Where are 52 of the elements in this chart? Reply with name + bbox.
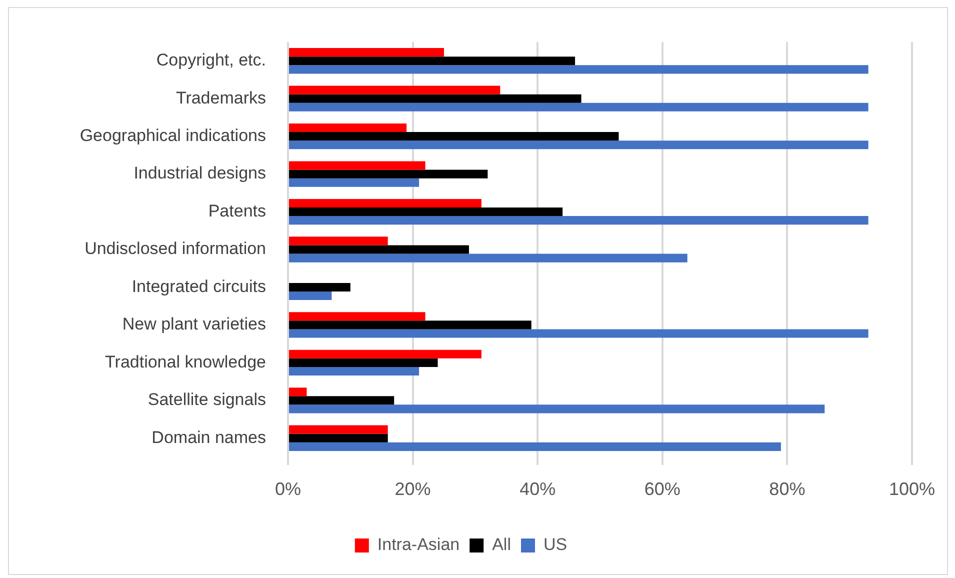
legend-label: US [543,535,568,554]
bar [289,254,688,262]
x-tick-label: 80% [769,478,806,499]
y-tick-label: Domain names [152,428,266,447]
bar [289,292,332,300]
bar [289,329,868,338]
bar [289,216,868,225]
bar [289,366,420,376]
y-tick-label: Industrial designs [134,164,266,183]
bar [289,320,532,330]
bar [289,236,388,246]
legend-label: Intra-Asian [377,535,460,554]
y-tick-label: Satellite signals [148,390,266,410]
bar [289,207,563,216]
y-tick-label: Geographical indications [80,126,266,146]
bar [289,161,426,170]
bar [289,86,500,94]
y-tick-label: Undisclosed information [84,239,266,258]
bar [289,132,619,141]
legend-label: All [492,535,512,554]
bar [289,123,407,132]
bar [289,94,582,103]
y-tick-label: Patents [208,201,266,220]
bar [289,358,438,367]
bar [289,170,488,178]
bar [289,425,388,434]
y-tick-label: Integrated circuits [132,276,266,296]
bar [289,245,469,254]
y-tick-label: Copyright, etc. [156,50,266,70]
x-tick-label: 40% [520,478,556,499]
y-tick-label: New plant varieties [122,314,266,334]
bar [289,48,444,57]
y-tick-label: Trademarks [176,88,266,108]
x-tick-label: 0% [274,478,302,499]
bar [289,442,781,451]
bar [289,56,576,66]
x-tick-label: 60% [644,478,680,499]
x-tick-label: 20% [394,478,431,499]
y-tick-label: Tradtional knowledge [105,352,266,372]
x-tick-label: 100% [888,478,936,499]
bar [289,350,482,358]
bar [289,65,868,74]
bar [289,312,426,321]
bar [289,396,394,405]
bar [289,198,482,208]
bar [289,282,350,292]
bar [289,404,825,414]
bar [289,178,420,187]
bar [289,102,868,112]
bar [289,388,307,396]
bar [289,434,388,442]
bar [289,140,868,150]
